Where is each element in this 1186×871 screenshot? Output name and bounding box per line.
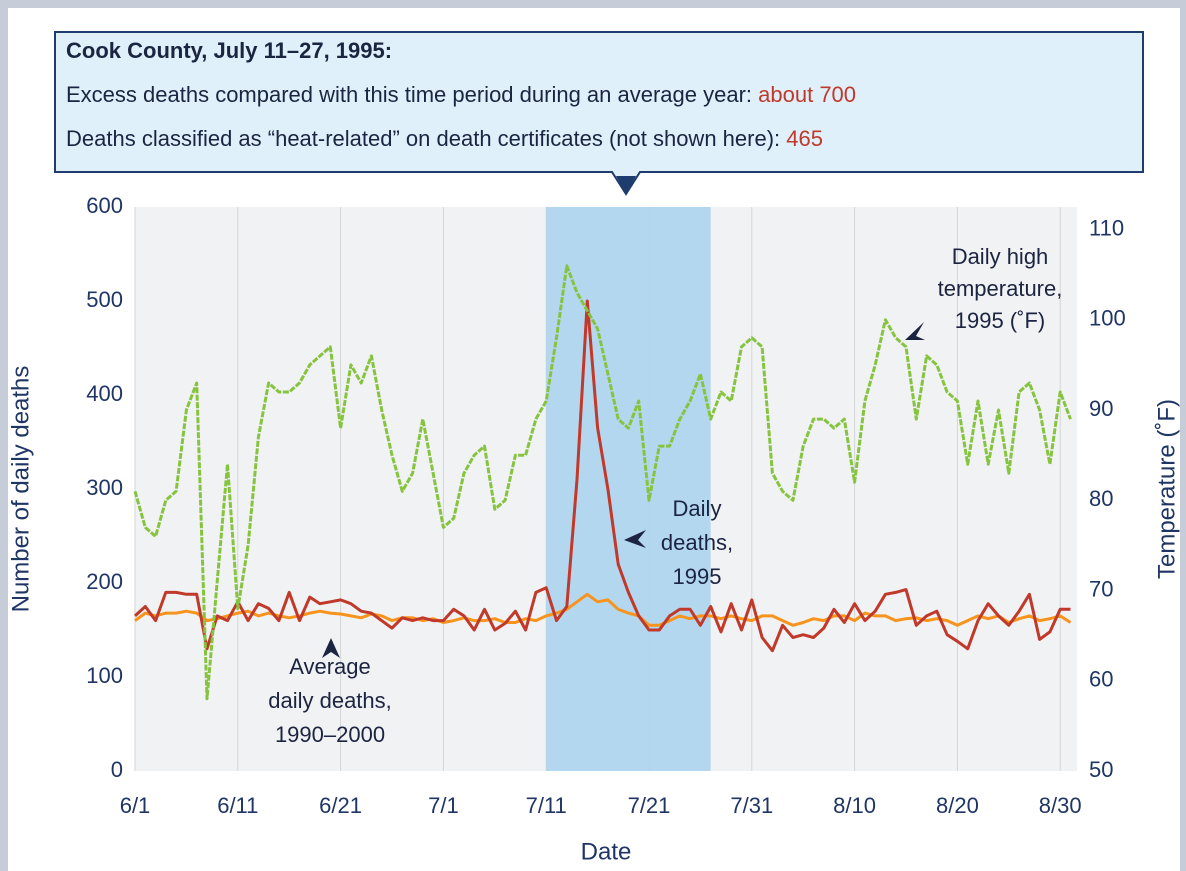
y-tick-label: 0 [111, 757, 123, 782]
x-axis-label: Date [581, 838, 632, 865]
callout-highlight: about 700 [758, 82, 856, 107]
x-tick-label: 8/20 [936, 793, 979, 818]
annotation-text: 1990–2000 [275, 722, 385, 747]
annotation-text: 1995 [673, 564, 722, 589]
x-tick-label: 6/1 [120, 793, 151, 818]
highlight-span [546, 207, 711, 771]
arrow [624, 530, 646, 548]
x-tick-label: 6/11 [217, 793, 258, 818]
x-tick-label: 8/30 [1039, 793, 1082, 818]
y2-tick-label: 50 [1089, 757, 1113, 782]
y-tick-label: 300 [86, 475, 123, 500]
arrow [905, 322, 925, 340]
y2-tick-label: 60 [1089, 667, 1113, 692]
y-tick-label: 100 [86, 663, 123, 688]
annotation-text: Average [289, 654, 371, 679]
annotations: Daily high temperature, 1995 (˚F) Daily deat… [268, 244, 1062, 747]
x-tick-label: 7/1 [428, 793, 459, 818]
y-tick-label: 600 [86, 193, 123, 218]
y-axis-label: Number of daily deaths [7, 366, 34, 613]
annotation-text: temperature, [938, 276, 1063, 301]
y2-tick-label: 70 [1089, 576, 1113, 601]
callout-pointer [616, 176, 636, 194]
annotation-text: deaths, [661, 530, 733, 555]
annotation-text: daily deaths, [268, 688, 392, 713]
plot-area: 6/1 6/11 6/21 7/1 7/11 7/21 7/31 8/10 8/20 8/30 0 1… [86, 193, 1125, 818]
y-tick-label: 500 [86, 287, 123, 312]
line-series [133, 264, 1072, 701]
callout-text: Deaths classified as “heat-related” on d… [66, 126, 780, 151]
x-tick-label: 6/21 [319, 793, 362, 818]
callout: Cook County, July 11–27, 1995: Excess de… [54, 31, 1144, 196]
callout-box [54, 31, 1144, 196]
line-series [133, 299, 1071, 653]
y2-tick-label: 80 [1089, 486, 1113, 511]
y2-tick-label: 110 [1089, 215, 1124, 240]
callout-text: Excess deaths compared with this time pe… [66, 82, 752, 107]
y2-axis-label: Temperature (˚F) [1153, 399, 1180, 579]
callout-line: Excess deaths compared with this time pe… [66, 82, 856, 107]
y-tick-label: 200 [86, 569, 123, 594]
x-tick-label: 7/31 [730, 793, 773, 818]
arrow [322, 638, 340, 658]
y-tick-label: 400 [86, 381, 123, 406]
annotation-text: 1995 (˚F) [955, 308, 1045, 333]
annotation-text: Daily [673, 496, 722, 521]
x-tick-label: 7/11 [526, 793, 567, 818]
y2-tick-label: 100 [1089, 306, 1126, 331]
x-tick-label: 7/21 [628, 793, 671, 818]
callout-title: Cook County, July 11–27, 1995: [66, 38, 392, 63]
callout-line: Deaths classified as “heat-related” on d… [66, 126, 823, 151]
annotation-text: Daily high [952, 244, 1049, 269]
callout-highlight: 465 [786, 126, 823, 151]
x-tick-label: 8/10 [833, 793, 876, 818]
y2-tick-label: 90 [1089, 396, 1113, 421]
